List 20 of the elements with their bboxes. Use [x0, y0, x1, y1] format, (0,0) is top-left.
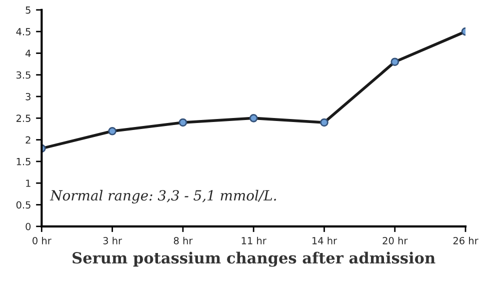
y-tick-label: 2.5 — [16, 114, 30, 122]
y-tick-label: 1 — [26, 180, 30, 187]
x-tick-label: 11 hr — [242, 236, 266, 244]
x-tick-label: 14 hr — [312, 236, 338, 244]
y-tick-label: 4 — [26, 50, 31, 57]
y-tick-label: 1.5 — [16, 158, 30, 166]
y-tick-label: 0.5 — [16, 201, 30, 209]
annotation: Normal range: 3,3 - 5,1 mmol/L. — [50, 190, 276, 204]
x-tick-label: 20 hr — [382, 236, 408, 244]
y-tick-label: 5 — [26, 6, 30, 14]
y-tick-label: 3 — [26, 92, 30, 100]
y-tick-label: 4.5 — [16, 28, 30, 36]
y-tick-label: 3.5 — [16, 71, 30, 79]
x-tick-label: 0 hr — [32, 236, 52, 244]
y-tick-label: 0 — [26, 222, 31, 230]
x-axis-title: Serum potassium changes after admission — [72, 252, 436, 267]
y-tick-label: 2 — [26, 136, 30, 144]
x-tick-label: 3 hr — [103, 236, 122, 244]
x-tick-label: 26 hr — [453, 236, 478, 244]
x-tick-label: 8 hr — [174, 236, 193, 244]
